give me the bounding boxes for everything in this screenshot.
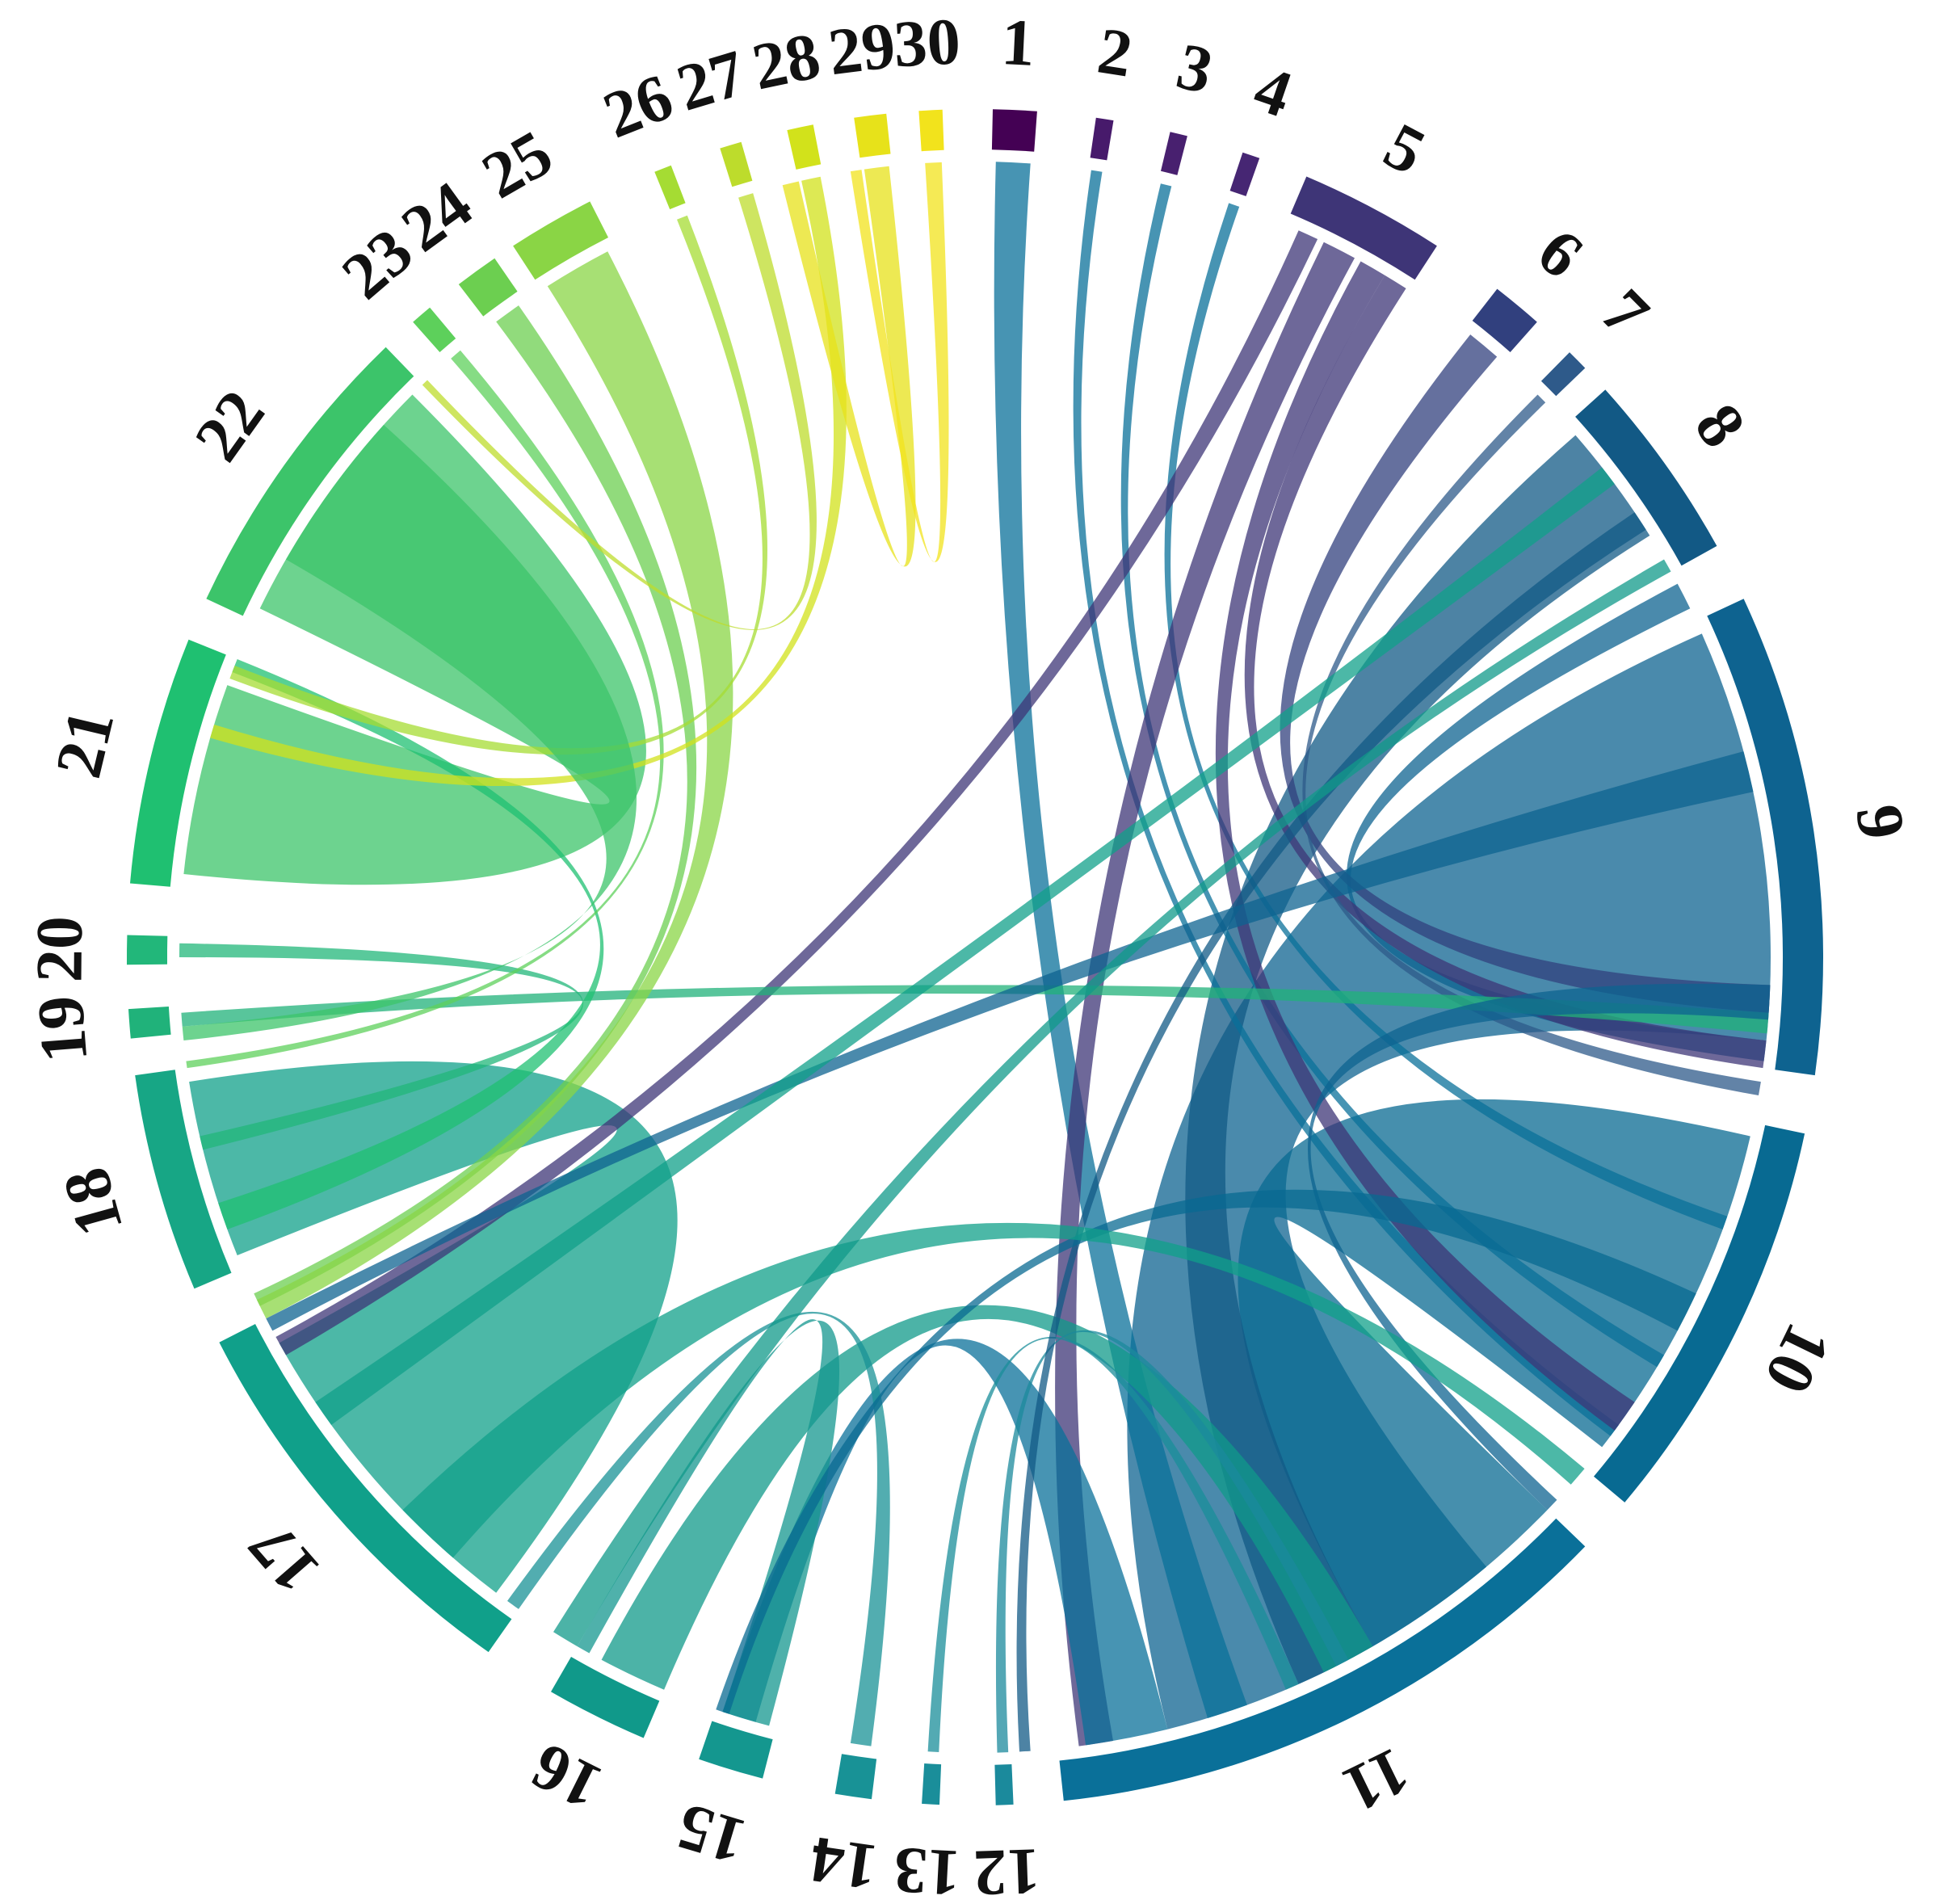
node-arc [130,639,226,887]
node-label: 1 [1000,5,1036,80]
node-arc [1540,352,1586,397]
node-label: 12 [973,1835,1041,1904]
node-label: 28 [746,19,826,104]
node-arc [1059,1518,1586,1801]
node-arc [1290,176,1437,280]
node-arc [1090,117,1114,161]
node-arc [551,1657,660,1738]
node-arc [922,1763,942,1805]
chord [995,1330,1349,1753]
node-arc [206,347,414,616]
node-arc [1594,1124,1805,1503]
chord [315,467,1615,1425]
node-arc [994,1764,1014,1805]
chord [1073,170,1619,1436]
chords [179,162,1771,1753]
node-arc [219,1324,512,1653]
chord [850,162,949,562]
chord [218,659,604,1229]
node-arc [128,1007,171,1039]
node-arc [1575,389,1717,566]
node-arc [699,1721,773,1779]
node-arc [458,258,518,317]
chord [782,166,916,567]
node-label: 14 [805,1822,881,1904]
node-arc [513,201,608,280]
chord [722,1339,1168,1746]
node-arc [787,124,822,170]
node-label: 13 [892,1834,962,1904]
chord [927,1336,1299,1752]
node-arc [1472,288,1537,352]
node-arc [135,1070,232,1289]
node-label: 20 [22,916,96,983]
chord [577,1319,840,1726]
chord [1238,1099,1750,1646]
node-label: 19 [23,994,101,1065]
chord [1185,435,1650,1684]
node-label: 30 [892,4,962,81]
node-arc [918,109,944,152]
node-arc [720,141,753,187]
node-arc [654,165,686,210]
node-arc [991,109,1037,152]
chord [994,162,1247,1718]
chord [181,985,1769,1034]
node-arc [854,113,891,158]
node-arc [1707,599,1824,1076]
chord [182,424,637,1040]
node-arc [834,1754,877,1800]
node-arc [1229,152,1260,196]
chord [402,1222,1585,1558]
node-arc [126,935,168,965]
node-arcs [126,109,1824,1805]
node-arc [1161,132,1187,175]
node-label: 29 [825,8,900,89]
chord [266,751,1754,1331]
node-arc [413,307,456,352]
